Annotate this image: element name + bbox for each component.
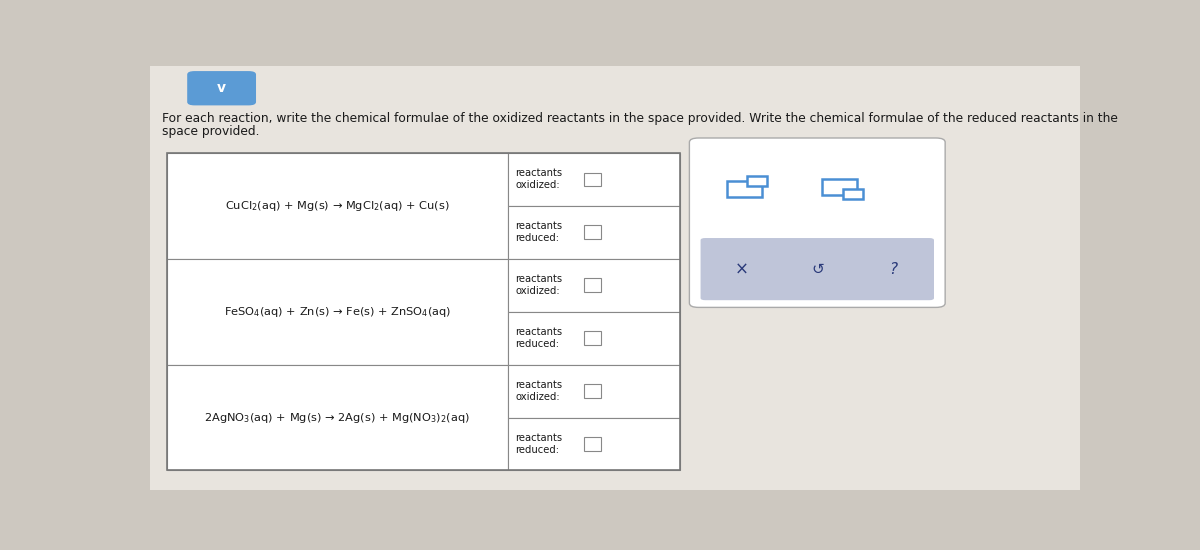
Text: reactants
oxidized:: reactants oxidized: (516, 380, 563, 402)
FancyBboxPatch shape (187, 71, 256, 106)
Text: ?: ? (889, 262, 898, 277)
Text: v: v (217, 81, 226, 95)
Text: For each reaction, write the chemical formulae of the oxidized reactants in the : For each reaction, write the chemical fo… (162, 112, 1118, 125)
Text: reactants
oxidized:: reactants oxidized: (516, 274, 563, 296)
Bar (508, 153, 680, 206)
Text: 2AgNO$_3$(aq) + Mg(s) → 2Ag(s) + Mg(NO$_3$)$_2$(aq): 2AgNO$_3$(aq) + Mg(s) → 2Ag(s) + Mg(NO$_… (204, 410, 470, 425)
Bar (508, 258, 680, 312)
Bar (584, 331, 601, 345)
Bar (584, 384, 601, 398)
Text: ×: × (734, 260, 749, 278)
Bar (822, 179, 857, 195)
FancyBboxPatch shape (701, 238, 934, 300)
Bar (508, 365, 680, 417)
Bar (584, 278, 601, 292)
Text: CuCl$_2$(aq) + Mg(s) → MgCl$_2$(aq) + Cu(s): CuCl$_2$(aq) + Mg(s) → MgCl$_2$(aq) + Cu… (226, 199, 450, 213)
Bar (508, 417, 680, 470)
Text: ↺: ↺ (811, 262, 823, 277)
Text: reactants
reduced:: reactants reduced: (516, 221, 563, 244)
Text: space provided.: space provided. (162, 125, 259, 138)
Bar (584, 437, 601, 451)
Bar (727, 181, 762, 197)
Bar (167, 153, 508, 258)
Bar (508, 312, 680, 365)
Bar (842, 189, 863, 199)
Bar (167, 365, 508, 470)
Bar (746, 177, 767, 186)
Bar (584, 173, 601, 186)
Text: reactants
reduced:: reactants reduced: (516, 327, 563, 349)
Bar (167, 153, 680, 470)
Text: reactants
reduced:: reactants reduced: (516, 433, 563, 455)
Text: reactants
oxidized:: reactants oxidized: (516, 168, 563, 190)
Bar (584, 226, 601, 239)
FancyBboxPatch shape (689, 138, 946, 307)
Text: FeSO$_4$(aq) + Zn(s) → Fe(s) + ZnSO$_4$(aq): FeSO$_4$(aq) + Zn(s) → Fe(s) + ZnSO$_4$(… (223, 305, 451, 318)
Bar (508, 206, 680, 258)
Bar (167, 258, 508, 365)
